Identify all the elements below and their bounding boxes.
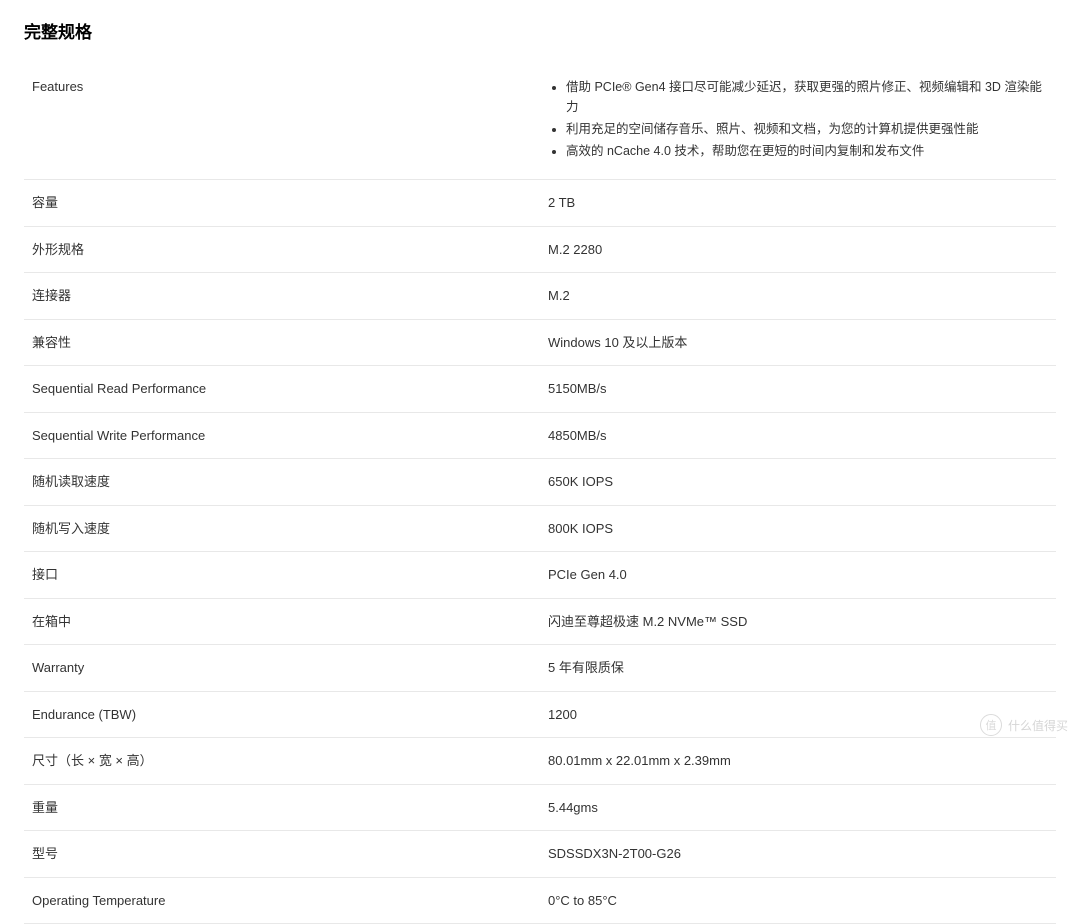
- spec-value: 0°C to 85°C: [540, 877, 1056, 924]
- spec-value: 1200: [540, 691, 1056, 738]
- table-row: 外形规格 M.2 2280: [24, 226, 1056, 273]
- spec-value: 5150MB/s: [540, 366, 1056, 413]
- page-title: 完整规格: [24, 18, 1056, 43]
- spec-label: 尺寸（长 × 宽 × 高）: [24, 738, 540, 785]
- features-row: Features 借助 PCIe® Gen4 接口尽可能减少延迟，获取更强的照片…: [24, 61, 1056, 180]
- spec-value: 闪迪至尊超极速 M.2 NVMe™ SSD: [540, 598, 1056, 645]
- spec-value: PCIe Gen 4.0: [540, 552, 1056, 599]
- spec-table-body: Features 借助 PCIe® Gen4 接口尽可能减少延迟，获取更强的照片…: [24, 61, 1056, 924]
- spec-label: Warranty: [24, 645, 540, 692]
- feature-item: 高效的 nCache 4.0 技术，帮助您在更短的时间内复制和发布文件: [566, 141, 1048, 161]
- spec-table: Features 借助 PCIe® Gen4 接口尽可能减少延迟，获取更强的照片…: [24, 61, 1056, 924]
- spec-label: 重量: [24, 784, 540, 831]
- spec-container: 完整规格 Features 借助 PCIe® Gen4 接口尽可能减少延迟，获取…: [0, 0, 1080, 924]
- spec-value: 80.01mm x 22.01mm x 2.39mm: [540, 738, 1056, 785]
- spec-value: 650K IOPS: [540, 459, 1056, 506]
- spec-label: 外形规格: [24, 226, 540, 273]
- spec-label: 型号: [24, 831, 540, 878]
- spec-value: 5 年有限质保: [540, 645, 1056, 692]
- spec-label: 随机读取速度: [24, 459, 540, 506]
- spec-value: 2 TB: [540, 180, 1056, 227]
- spec-label: Endurance (TBW): [24, 691, 540, 738]
- table-row: 兼容性 Windows 10 及以上版本: [24, 319, 1056, 366]
- spec-label: 连接器: [24, 273, 540, 320]
- table-row: 型号 SDSSDX3N-2T00-G26: [24, 831, 1056, 878]
- spec-value: 4850MB/s: [540, 412, 1056, 459]
- watermark: 值 什么值得买: [980, 714, 1068, 736]
- features-value: 借助 PCIe® Gen4 接口尽可能减少延迟，获取更强的照片修正、视频编辑和 …: [540, 61, 1056, 180]
- table-row: 接口 PCIe Gen 4.0: [24, 552, 1056, 599]
- table-row: 连接器 M.2: [24, 273, 1056, 320]
- spec-label: 兼容性: [24, 319, 540, 366]
- table-row: 重量 5.44gms: [24, 784, 1056, 831]
- feature-item: 借助 PCIe® Gen4 接口尽可能减少延迟，获取更强的照片修正、视频编辑和 …: [566, 77, 1048, 117]
- spec-label: 接口: [24, 552, 540, 599]
- spec-label: 随机写入速度: [24, 505, 540, 552]
- features-label: Features: [24, 61, 540, 180]
- table-row: 尺寸（长 × 宽 × 高） 80.01mm x 22.01mm x 2.39mm: [24, 738, 1056, 785]
- watermark-icon: 值: [980, 714, 1002, 736]
- spec-label: Sequential Read Performance: [24, 366, 540, 413]
- table-row: Sequential Read Performance 5150MB/s: [24, 366, 1056, 413]
- spec-label: 容量: [24, 180, 540, 227]
- table-row: Endurance (TBW) 1200: [24, 691, 1056, 738]
- spec-value: M.2 2280: [540, 226, 1056, 273]
- features-list: 借助 PCIe® Gen4 接口尽可能减少延迟，获取更强的照片修正、视频编辑和 …: [548, 77, 1048, 161]
- spec-value: Windows 10 及以上版本: [540, 319, 1056, 366]
- table-row: Sequential Write Performance 4850MB/s: [24, 412, 1056, 459]
- table-row: Warranty 5 年有限质保: [24, 645, 1056, 692]
- table-row: 容量 2 TB: [24, 180, 1056, 227]
- feature-item: 利用充足的空间储存音乐、照片、视频和文档，为您的计算机提供更强性能: [566, 119, 1048, 139]
- table-row: Operating Temperature 0°C to 85°C: [24, 877, 1056, 924]
- table-row: 随机写入速度 800K IOPS: [24, 505, 1056, 552]
- spec-value: 800K IOPS: [540, 505, 1056, 552]
- spec-label: Sequential Write Performance: [24, 412, 540, 459]
- spec-value: 5.44gms: [540, 784, 1056, 831]
- spec-label: Operating Temperature: [24, 877, 540, 924]
- spec-value: SDSSDX3N-2T00-G26: [540, 831, 1056, 878]
- table-row: 在箱中 闪迪至尊超极速 M.2 NVMe™ SSD: [24, 598, 1056, 645]
- spec-label: 在箱中: [24, 598, 540, 645]
- spec-value: M.2: [540, 273, 1056, 320]
- watermark-text: 什么值得买: [1008, 717, 1068, 734]
- table-row: 随机读取速度 650K IOPS: [24, 459, 1056, 506]
